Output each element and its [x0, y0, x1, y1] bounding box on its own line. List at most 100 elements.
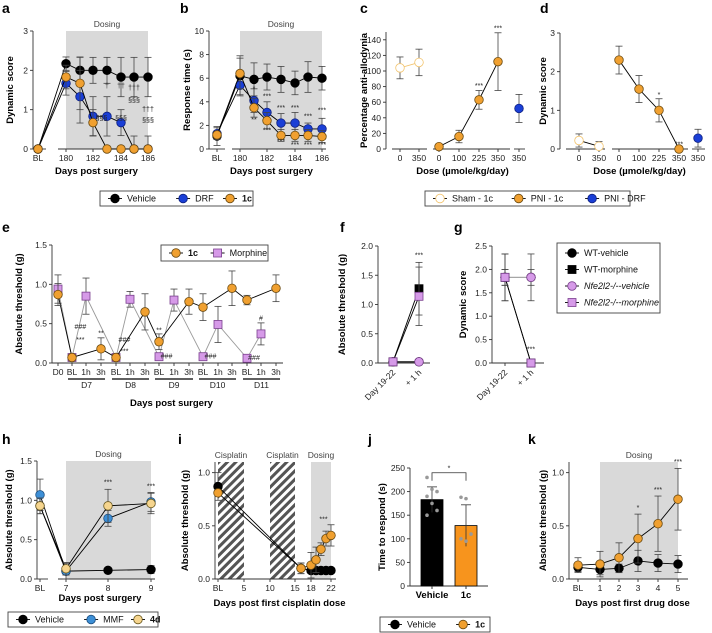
significance-label: ###: [248, 355, 260, 362]
x-tick-label: 1h: [256, 367, 266, 377]
data-point: [469, 532, 473, 536]
x-tick-label: 182: [260, 153, 274, 163]
y-tick-label: 1.0: [198, 468, 210, 478]
data-point: [146, 498, 156, 509]
significance-label: ***: [494, 25, 502, 32]
series-nfe2l2-morphine: [388, 266, 424, 367]
y-tick-label: 2.5: [475, 241, 487, 251]
x-tick-label: 15: [290, 583, 300, 593]
y-tick-label: 0.0: [475, 358, 487, 368]
y-tick-label: 0: [550, 144, 555, 154]
data-point: [169, 295, 179, 305]
legend-label: Vehicle: [407, 620, 436, 630]
significance-label: ***: [120, 349, 128, 356]
series-line: [438, 61, 499, 148]
series-pni-1c: [434, 32, 503, 152]
legend-marker: [587, 193, 597, 204]
y-axis-label: Absolute threshold (g): [337, 254, 348, 355]
significance-label: ***: [104, 480, 112, 487]
data-point: [303, 130, 313, 141]
y-tick-label: 0.5: [361, 329, 373, 339]
series-1c: [53, 270, 281, 363]
series-line: [392, 288, 420, 362]
x-tick-label: Day 19-22: [475, 367, 510, 402]
data-point: [61, 564, 71, 574]
series-1c: [212, 57, 327, 143]
group-label: D7: [81, 380, 92, 390]
x-tick-label: 2: [617, 583, 622, 593]
legend-marker: [390, 619, 400, 630]
data-point: [102, 65, 112, 76]
data-point: [125, 294, 135, 304]
y-tick-label: 0.0: [361, 358, 373, 368]
series-1c: [213, 488, 336, 579]
legend-marker: [171, 248, 181, 258]
data-point: [634, 84, 644, 94]
data-point: [573, 560, 583, 570]
data-point: [242, 295, 252, 305]
data-point: [633, 533, 643, 544]
data-point: [316, 544, 326, 554]
y-tick-label: 1.5: [20, 456, 32, 466]
data-point: [102, 111, 112, 122]
dosing-label: Dosing: [94, 19, 121, 29]
y-tick-label: 0: [400, 581, 405, 591]
significance-label: ***: [527, 346, 535, 353]
data-point: [526, 358, 536, 368]
x-tick-label: BL: [213, 583, 224, 593]
significance-label: ***: [76, 337, 84, 344]
y-axis-label: Dynamic score: [5, 56, 16, 124]
x-tick-label: BL: [111, 367, 122, 377]
dosing-label: Dosing: [626, 450, 653, 460]
data-point: [140, 307, 150, 317]
data-point: [464, 496, 468, 501]
y-axis-label: Dynamic score: [458, 271, 469, 339]
x-axis-label: Days post surgery: [130, 398, 214, 409]
legend-marker: [225, 193, 235, 204]
dosing-label: Dosing: [268, 19, 295, 29]
significance-label: ***: [304, 142, 312, 149]
y-tick-label: 8: [199, 50, 204, 60]
panel-letter: g: [454, 219, 463, 235]
x-tick-label: 3h: [140, 367, 150, 377]
y-tick-label: 150: [391, 510, 405, 520]
data-point: [88, 117, 98, 128]
significance-label: ***: [277, 139, 285, 146]
data-point: [235, 68, 245, 79]
data-point: [227, 283, 237, 293]
data-point: [674, 144, 684, 154]
data-point: [213, 320, 223, 329]
data-point: [33, 144, 43, 154]
panel-i: i Dosing Cisplatin Cisplatin 0.0 0.5 1.0 Absolu…: [178, 431, 345, 609]
y-tick-label: 120: [367, 50, 381, 60]
x-tick-label: 3h: [227, 367, 237, 377]
x-tick-label: 7: [64, 583, 69, 593]
series-sham-1c: [574, 133, 604, 151]
dosing-label: Dosing: [95, 449, 122, 459]
data-point: [425, 494, 429, 499]
y-tick-label: 0.0: [552, 574, 564, 584]
legend-h: Vehicle MMF 4d: [7, 611, 161, 628]
legend-e: 1c Morphine: [160, 244, 269, 262]
series-4d: [35, 488, 156, 576]
group-label: D10: [210, 380, 226, 390]
data-point: [574, 135, 584, 146]
data-point: [111, 352, 121, 363]
panel-letter: e: [2, 219, 10, 235]
data-point: [143, 72, 153, 82]
legend-marker: [213, 248, 223, 258]
x-tick-label: 10: [265, 583, 275, 593]
significance-label: ††: [117, 83, 125, 90]
data-point: [242, 353, 252, 363]
significance-label: *: [637, 505, 640, 512]
legend-label: Vehicle: [35, 615, 64, 625]
x-tick-label: 225: [472, 153, 486, 163]
legend-label: Morphine: [230, 248, 268, 258]
significance-label: **: [156, 327, 162, 334]
y-tick-label: 0.5: [475, 335, 487, 345]
cisplatin-hatch: [218, 462, 244, 579]
y-tick-label: 0: [376, 144, 381, 154]
significance-label: ***: [263, 93, 271, 100]
significance-label: †††: [142, 107, 154, 114]
data-point: [425, 475, 429, 480]
